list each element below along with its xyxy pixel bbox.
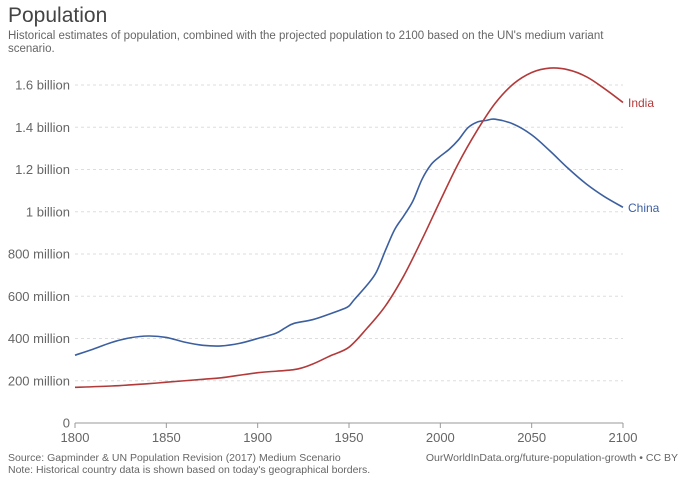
y-tick-label: 800 million — [8, 247, 70, 262]
x-tick-label: 1800 — [61, 430, 90, 445]
chart-footer-left: Source: Gapminder & UN Population Revisi… — [8, 452, 370, 476]
x-axis: 1800 1850 1900 1950 2000 2050 2100 — [61, 422, 638, 445]
series-line-china — [74, 118, 624, 356]
y-tick-label: 1.2 billion — [15, 162, 70, 177]
credit-link[interactable]: OurWorldInData.org/future-population-gro… — [425, 452, 678, 464]
y-tick-label: 1.4 billion — [15, 120, 70, 135]
x-tick-label: 1950 — [335, 430, 364, 445]
x-tick-label: 1850 — [152, 430, 181, 445]
y-axis-tick-labels: 0 200 million 400 million 600 million 800 mi… — [8, 78, 70, 431]
source-text: Source: Gapminder & UN Population Revisi… — [8, 452, 341, 464]
y-tick-label: 1.6 billion — [15, 78, 70, 93]
y-tick-label: 600 million — [8, 289, 70, 304]
chart-subtitle: Historical estimates of population, comb… — [8, 30, 604, 55]
y-tick-label: 400 million — [8, 331, 70, 346]
x-tick-label: 2050 — [517, 430, 546, 445]
x-tick-label: 1900 — [243, 430, 272, 445]
y-tick-label: 200 million — [8, 373, 70, 388]
note-text: Note: Historical country data is shown b… — [8, 464, 371, 476]
y-tick-label: 1 billion — [26, 204, 70, 219]
gridlines — [75, 84, 623, 382]
y-tick-label: 0 — [63, 416, 70, 431]
series-label-india: India — [628, 96, 654, 110]
series-label-china: China — [628, 201, 660, 215]
x-tick-label: 2100 — [609, 430, 638, 445]
series-lines — [74, 67, 624, 389]
x-tick-label: 2000 — [426, 430, 455, 445]
series-end-labels: China India — [628, 96, 660, 215]
chart-title: Population — [8, 4, 108, 27]
series-line-india — [74, 67, 624, 389]
